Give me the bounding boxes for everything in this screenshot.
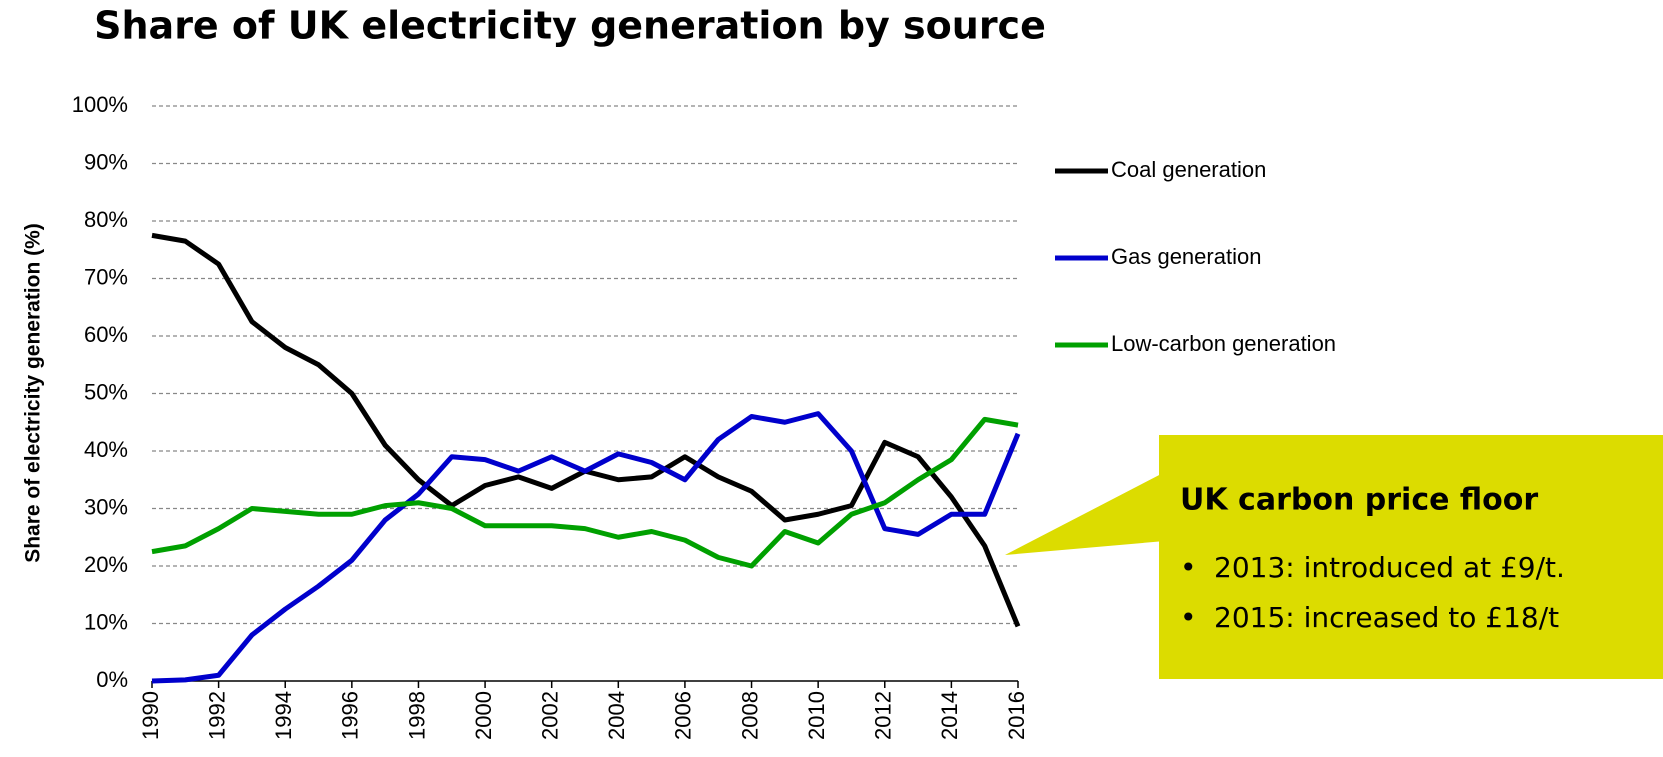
series-line — [151, 411, 1021, 684]
x-tick-label: 2006 — [671, 691, 696, 740]
x-tick-label: 2008 — [737, 691, 762, 740]
chart-title: Share of UK electricity generation by so… — [94, 4, 1046, 48]
y-tick-label: 50% — [84, 379, 128, 404]
legend-label: Coal generation — [1111, 157, 1266, 182]
x-tick-label: 2010 — [804, 691, 829, 740]
series-line — [151, 416, 1019, 569]
x-tick-label: 1992 — [204, 691, 229, 740]
x-tick-label: 1990 — [138, 691, 163, 740]
legend-label: Gas generation — [1111, 244, 1261, 269]
y-axis-label: Share of electricity generation (%) — [22, 223, 45, 563]
y-tick-label: 70% — [84, 264, 128, 289]
y-tick-label: 40% — [84, 437, 128, 462]
y-tick-label: 90% — [84, 149, 128, 174]
x-tick-label: 1998 — [404, 691, 429, 740]
y-tick-label: 10% — [84, 609, 128, 634]
series-line — [151, 232, 1021, 628]
y-tick-label: 100% — [72, 92, 128, 117]
bullet-dot: • — [1180, 551, 1197, 584]
callout-pointer — [1005, 472, 1165, 555]
x-tick-label: 1996 — [338, 691, 363, 740]
x-tick-label: 2004 — [604, 691, 629, 740]
legend-label: Low-carbon generation — [1111, 331, 1336, 356]
bullet-dot: • — [1180, 601, 1197, 634]
callout-bullet: 2015: increased to £18/t — [1214, 601, 1559, 634]
callout-title: UK carbon price floor — [1180, 483, 1538, 518]
x-tick-label: 1994 — [271, 691, 296, 740]
x-tick-label: 2014 — [937, 691, 962, 740]
x-tick-label: 2012 — [871, 691, 896, 740]
callout-box — [1159, 435, 1663, 679]
y-tick-label: 30% — [84, 494, 128, 519]
y-tick-label: 80% — [84, 207, 128, 232]
y-tick-label: 0% — [96, 667, 128, 692]
callout-bullet: 2013: introduced at £9/t. — [1214, 551, 1565, 584]
y-tick-label: 60% — [84, 322, 128, 347]
x-tick-label: 2000 — [471, 691, 496, 740]
x-tick-label: 2002 — [538, 691, 563, 740]
y-tick-label: 20% — [84, 552, 128, 577]
x-tick-label: 2016 — [1004, 691, 1029, 740]
